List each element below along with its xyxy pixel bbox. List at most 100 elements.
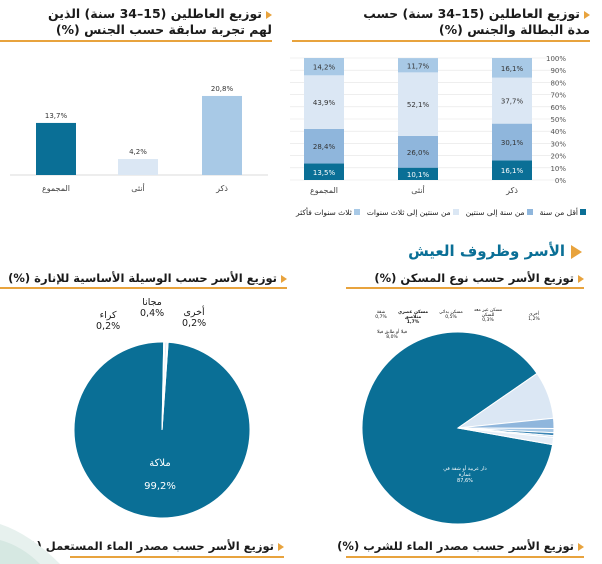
data-label: 37,7% (501, 98, 524, 106)
stacked-bar-segment (304, 58, 344, 76)
housing-title-text: توزيع الأسر حسب نوع المسكن (%) (374, 271, 574, 285)
stacked-bar-segment (398, 72, 438, 136)
bar (202, 95, 242, 175)
pie-label-name: دار عربية أو شقة في عمارة (443, 466, 487, 478)
pie-slice (161, 341, 169, 431)
data-label: 4,2% (129, 148, 147, 156)
bar (36, 122, 76, 175)
data-label: 30,1% (501, 139, 524, 147)
title-marker-icon (278, 542, 284, 551)
section-marker-icon (571, 244, 582, 259)
y-tick-label: 100% (546, 55, 566, 63)
title-underline (346, 556, 584, 558)
pie-label-rent: كراء 0,2% (96, 310, 120, 332)
pie-label-name: مسكن عصري متلاصق (397, 310, 429, 320)
housing-label-main: دار عربية أو شقة في عمارة 87,6% (440, 466, 490, 484)
pie-label-other: أخرى 0,2% (182, 307, 206, 329)
unemployment-duration-chart: 16,1% 30,1% 37,7% 16,1% 10,1% 26,0% 52,1% 11,7%… (290, 55, 566, 195)
y-tick-label: 20% (550, 153, 566, 161)
prior-experience-chart: 20,8% 4,2% 13,7% ذكر أنثى المجموع (10, 85, 268, 193)
x-tick-label: ذكر (215, 184, 228, 193)
y-tick-label: 50% (550, 116, 566, 124)
pie-label-owned: ملاكة 99,2% (130, 458, 190, 492)
housing-label-other: أخرى 1,2% (516, 312, 552, 322)
y-tick-label: 30% (550, 140, 566, 148)
housing-label-modern: مسكن عصري متلاصق 1,7% (396, 310, 430, 325)
drinking-water-title-text: توزيع الأسر حسب مصدر الماء للشرب (%) (337, 539, 574, 553)
prior-experience-title: توزيع العاطلين (15–34 سنة) الذين لهم تجر… (12, 6, 272, 38)
title-underline (292, 40, 590, 42)
decorative-corner-shape (0, 524, 60, 564)
lighting-title: توزيع الأسر حسب الوسيلة الأساسية للإنارة… (8, 270, 287, 286)
y-tick-label: 40% (550, 128, 566, 136)
pie-label-name: ملاكة (149, 458, 171, 469)
pie-label-value: 8,0% (386, 335, 398, 340)
legend-swatch (526, 209, 533, 215)
pie-label-value: 99,2% (144, 481, 176, 492)
stacked-bar-segment (304, 128, 344, 164)
x-tick-label: ذكر (505, 186, 518, 195)
y-tick-label: 10% (550, 165, 566, 173)
pie-slices (361, 331, 555, 525)
housing-title: توزيع الأسر حسب نوع المسكن (%) (374, 270, 584, 286)
housing-label-flat: شقة 0,7% (370, 310, 392, 320)
pie-label-name: أخرى (528, 312, 540, 317)
data-label: 13,7% (45, 112, 68, 120)
bar (118, 159, 158, 175)
data-label: 16,1% (501, 167, 524, 175)
data-label: 43,9% (313, 99, 336, 107)
legend-label: ثلاث سنوات فأكثر (296, 208, 352, 217)
legend-label: من سنة إلى سنتين (465, 208, 525, 217)
legend-item: من سنتين إلى ثلاث سنوات (367, 208, 459, 217)
housing-label-villa: فيلا أو طابق فيلا 8,0% (372, 330, 412, 340)
legend-item: من سنة إلى سنتين (466, 208, 533, 217)
y-tick-label: 0% (555, 177, 566, 185)
pie-label-name: شقة (376, 310, 386, 315)
unemployment-duration-title-text: توزيع العاطلين (15–34 سنة) حسب مدة البطا… (363, 6, 590, 37)
y-tick-label: 70% (550, 92, 566, 100)
y-axis-ticks: 0% 10% 20% 30% 40% 50% 60% 70% 80% 90% 100% (546, 55, 566, 185)
housing-pie-chart (361, 331, 555, 525)
chart-bars: 16,1% 30,1% 37,7% 16,1% 10,1% 26,0% 52,1% 11,7%… (304, 58, 532, 180)
unemployment-duration-title: توزيع العاطلين (15–34 سنة) حسب مدة البطا… (330, 6, 590, 38)
pie-label-name: فيلا أو طابق فيلا (376, 330, 408, 335)
stacked-chart-legend: أقل من سنة من سنة إلى سنتين من سنتين إلى… (296, 208, 586, 217)
x-axis-labels: ذكر أنثى المجموع (310, 185, 518, 195)
pie-label-value: 0,7% (375, 315, 387, 320)
pie-label-value: 0,4% (140, 308, 165, 319)
title-marker-icon (578, 274, 584, 283)
housing-label-primitive: مسكن بدائي 0,5% (434, 310, 468, 320)
y-tick-label: 80% (550, 79, 566, 87)
stacked-bar-segment (304, 163, 344, 180)
title-marker-icon (584, 10, 590, 19)
pie-label-name: كراء (99, 310, 117, 321)
x-tick-label: أنثى (131, 183, 145, 193)
data-label: 11,7% (407, 62, 430, 70)
title-underline (0, 40, 272, 42)
data-label: 10,1% (407, 171, 430, 179)
used-water-title-text: توزيع الأسر حسب مصدر الماء المستعمل (%) (19, 539, 274, 553)
data-label: 26,0% (407, 149, 430, 157)
stacked-bar-segment (492, 123, 532, 161)
title-marker-icon (266, 10, 272, 19)
stacked-bar-segment (304, 75, 344, 129)
legend-swatch (353, 209, 360, 215)
x-axis-labels: ذكر أنثى المجموع (42, 183, 228, 193)
pie-label-name: مسكن بدائي (439, 310, 463, 315)
chart-bars: 20,8% 4,2% 13,7% (10, 85, 268, 176)
title-underline (0, 287, 287, 289)
pie-label-value: 1,7% (406, 320, 420, 325)
lighting-pie-chart (73, 341, 251, 519)
data-label: 52,1% (407, 101, 430, 109)
data-label: 20,8% (211, 85, 234, 93)
pie-label-value: 1,2% (528, 317, 540, 322)
title-underline (346, 287, 584, 289)
pie-label-free: مجانا 0,4% (140, 297, 164, 319)
data-label: 13,5% (313, 169, 336, 177)
pie-label-value: 0,3% (482, 318, 494, 323)
section-title: الأسر وظروف العيش (408, 242, 582, 260)
legend-label: من سنتين إلى ثلاث سنوات (366, 208, 451, 217)
legend-item: أقل من سنة (540, 208, 586, 217)
title-marker-icon (281, 274, 287, 283)
stacked-bar-segment (492, 77, 532, 124)
